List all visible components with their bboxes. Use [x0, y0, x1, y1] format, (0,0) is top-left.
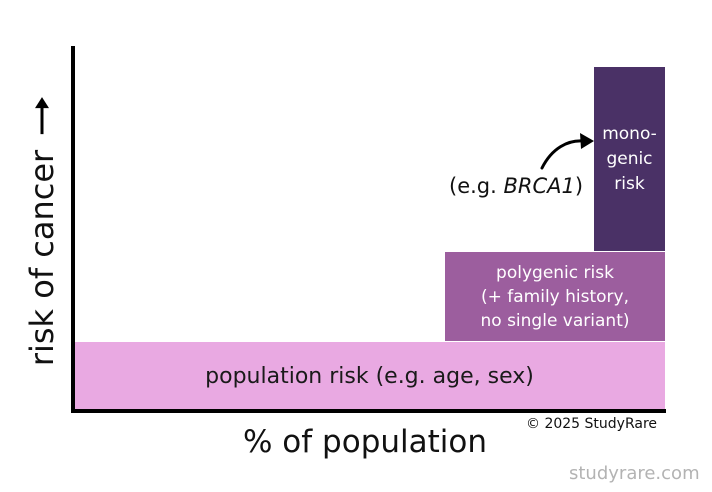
y-axis-label-text: risk of cancer [23, 149, 61, 367]
polygenic-risk-line-2: (+ family history, [480, 286, 630, 307]
example-arrow-icon [540, 139, 585, 170]
up-arrow-icon [35, 96, 49, 134]
x-axis-label: % of population [243, 424, 488, 460]
polygenic-risk-line-3: no single variant) [480, 310, 630, 331]
y-axis-label: risk of cancer [23, 96, 61, 366]
example-arrow-head-icon [580, 133, 594, 149]
website-watermark: studyrare.com [569, 463, 700, 484]
polygenic-risk-block: polygenic risk (+ family history, no sin… [445, 252, 665, 341]
example-gene-label: (e.g. BRCA1) [449, 174, 584, 198]
monogenic-risk-line-3: risk [614, 174, 645, 194]
monogenic-risk-line-2: genic [606, 149, 653, 169]
polygenic-risk-line-1: polygenic risk [496, 262, 614, 283]
monogenic-risk-block: mono- genic risk [594, 67, 665, 251]
gene-name: BRCA1 [503, 174, 575, 198]
copyright-text: © 2025 StudyRare [526, 416, 658, 432]
population-risk-block: population risk (e.g. age, sex) [74, 342, 665, 410]
monogenic-risk-line-1: mono- [602, 124, 657, 144]
population-risk-label: population risk (e.g. age, sex) [205, 363, 534, 389]
